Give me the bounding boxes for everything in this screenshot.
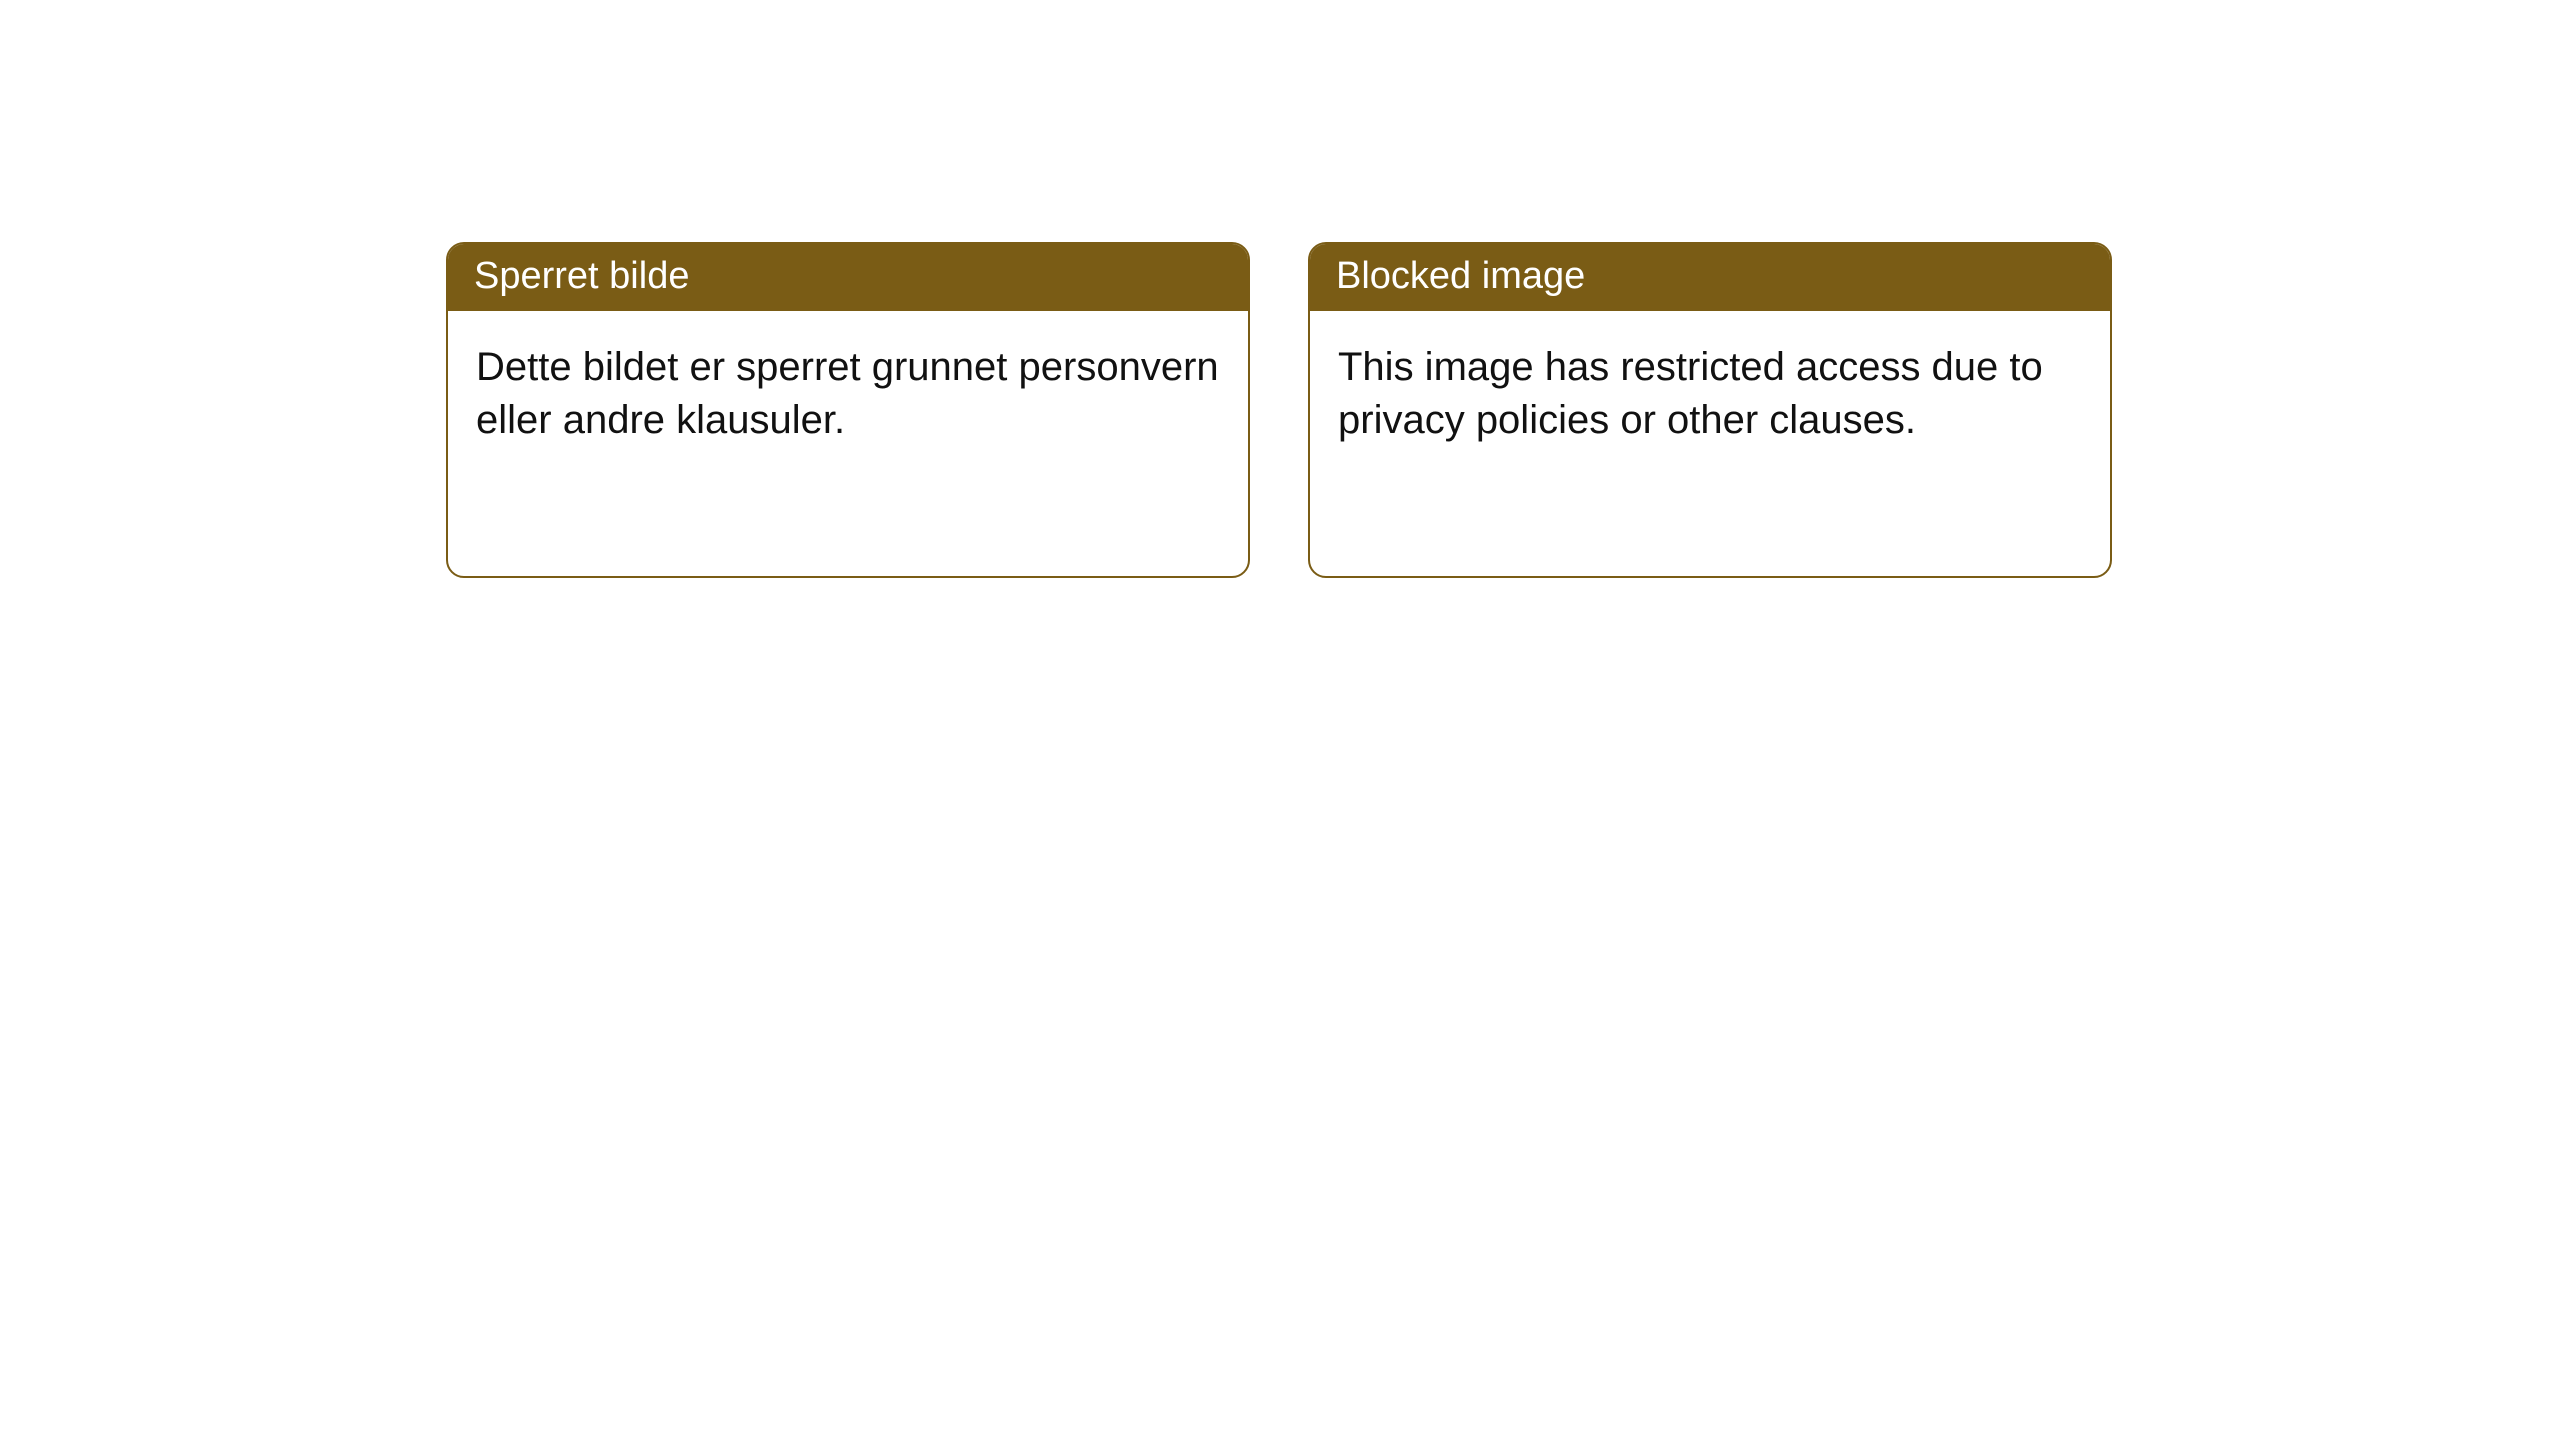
notice-title-norwegian: Sperret bilde (448, 244, 1248, 311)
blocked-image-notices: Sperret bilde Dette bildet er sperret gr… (446, 242, 2112, 578)
notice-title-english: Blocked image (1310, 244, 2110, 311)
notice-card-english: Blocked image This image has restricted … (1308, 242, 2112, 578)
notice-card-norwegian: Sperret bilde Dette bildet er sperret gr… (446, 242, 1250, 578)
notice-body-norwegian: Dette bildet er sperret grunnet personve… (448, 311, 1248, 477)
notice-body-english: This image has restricted access due to … (1310, 311, 2110, 477)
